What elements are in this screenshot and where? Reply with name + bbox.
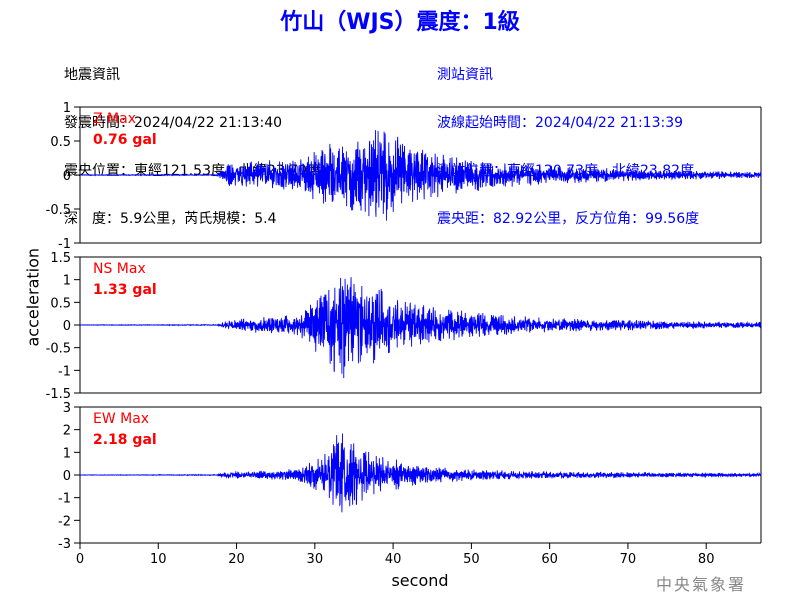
y-tick-label: -1 xyxy=(58,364,71,379)
max-value-ns: 1.33 gal xyxy=(93,282,157,298)
x-tick-label: 60 xyxy=(541,552,558,567)
y-tick-label: 0 xyxy=(63,169,71,184)
max-label-ns: NS Max xyxy=(93,261,146,277)
y-tick-label: -1 xyxy=(58,237,71,252)
station-info: 測站資訊 波線起始時間：2024/04/22 21:13:39 測站位置：東經1… xyxy=(437,35,699,259)
max-value-ew: 2.18 gal xyxy=(93,432,157,448)
y-tick-label: -1.5 xyxy=(46,387,71,402)
y-tick-label: -0.5 xyxy=(46,342,71,357)
waveform-trace-ew xyxy=(79,433,762,513)
x-tick-label: 20 xyxy=(228,552,245,567)
y-tick-label: 2 xyxy=(63,424,71,439)
y-tick-label: 0.5 xyxy=(50,296,71,311)
y-tick-label: -2 xyxy=(58,514,71,529)
max-value-z: 0.76 gal xyxy=(93,132,157,148)
y-tick-label: 1 xyxy=(63,101,71,116)
event-info-heading: 地震資訊 xyxy=(64,67,120,83)
y-tick-label: -3 xyxy=(58,537,71,552)
y-tick-label: 0 xyxy=(63,469,71,484)
station-info-heading: 測站資訊 xyxy=(437,67,493,83)
chart-title: 竹山（WJS）震度：1級 xyxy=(280,10,520,35)
x-axis-label: second xyxy=(391,571,449,590)
origin-time: 發震時間：2024/04/22 21:13:40 xyxy=(64,115,283,131)
x-tick-label: 80 xyxy=(698,552,715,567)
waveform-trace-z xyxy=(79,130,762,221)
y-tick-label: 1 xyxy=(63,274,71,289)
y-tick-label: 3 xyxy=(63,401,71,416)
x-tick-label: 30 xyxy=(307,552,324,567)
watermark: 中央氣象署 xyxy=(656,575,747,594)
waveform-trace-ns xyxy=(79,277,762,379)
y-tick-label: -1 xyxy=(58,492,71,507)
y-tick-label: 1 xyxy=(63,446,71,461)
wave-start-time: 波線起始時間：2024/04/22 21:13:39 xyxy=(437,115,684,131)
y-tick-label: 1.5 xyxy=(50,251,71,266)
y-tick-label: 0 xyxy=(63,319,71,334)
max-label-ew: EW Max xyxy=(93,411,149,427)
x-tick-label: 0 xyxy=(76,552,84,567)
epicentral-distance: 震央距：82.92公里，反方位角：99.56度 xyxy=(437,211,700,227)
x-tick-label: 40 xyxy=(385,552,402,567)
x-tick-label: 70 xyxy=(620,552,637,567)
x-tick-label: 10 xyxy=(150,552,167,567)
depth-magnitude: 深 度：5.9公里，芮氏規模：5.4 xyxy=(64,211,277,227)
y-tick-label: 0.5 xyxy=(50,135,71,150)
y-axis-label: acceleration xyxy=(23,247,43,347)
max-label-z: Z Max xyxy=(93,111,136,127)
y-tick-label: -0.5 xyxy=(46,203,71,218)
x-tick-label: 50 xyxy=(463,552,480,567)
